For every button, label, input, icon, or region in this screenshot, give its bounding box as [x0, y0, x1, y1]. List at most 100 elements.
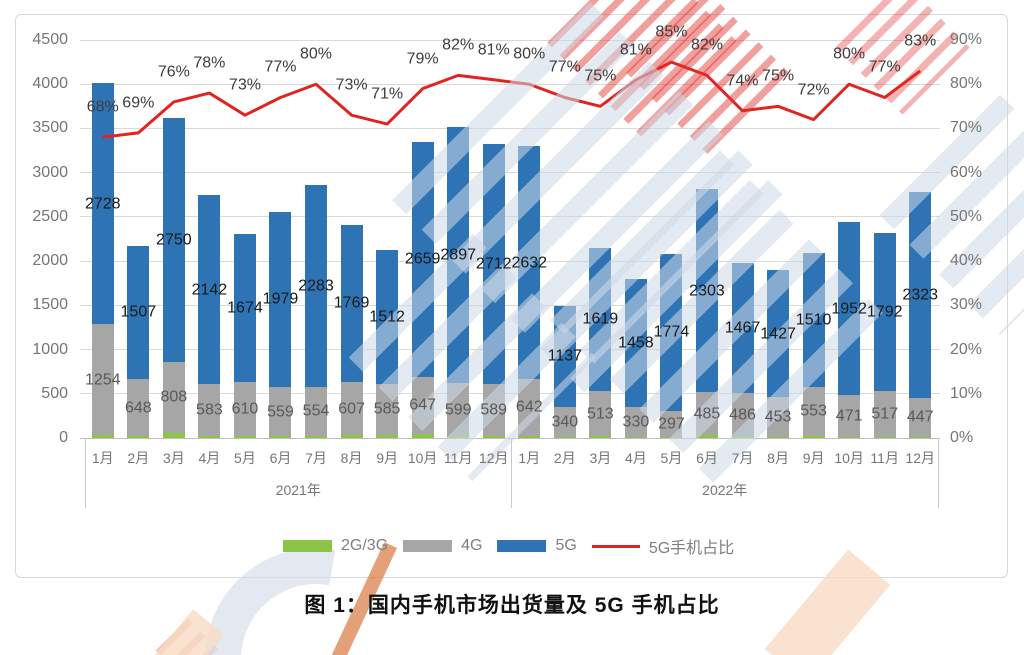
bar-value-label: 808	[160, 388, 188, 406]
bar-value-label: 642	[515, 398, 543, 416]
bar-segment-2g-3g	[198, 435, 221, 438]
bar-segment-2g-3g	[482, 435, 505, 438]
percent-label: 80%	[513, 45, 546, 63]
bar-segment-4g	[269, 386, 292, 437]
percent-label: 76%	[157, 63, 190, 81]
legend-label: 4G	[461, 537, 483, 554]
bar-value-label: 1137	[547, 347, 583, 365]
figure-caption: 图 1：国内手机市场出货量及 5G 手机占比	[304, 594, 720, 617]
bar-value-label: 2897	[440, 246, 476, 264]
bar-value-label: 554	[302, 402, 330, 420]
y-axis-label-right: 10%	[950, 384, 983, 402]
bar-value-label: 453	[764, 408, 792, 426]
percent-label: 80%	[300, 45, 333, 63]
y-axis-label-right: 80%	[950, 75, 983, 93]
percent-label: 85%	[655, 23, 688, 41]
bar-value-label: 607	[338, 400, 365, 417]
bar-value-label: 610	[231, 400, 259, 418]
bar-value-label: 517	[871, 405, 899, 423]
bar-value-label: 2303	[689, 282, 725, 300]
y-axis-label-right: 40%	[950, 252, 983, 270]
bar-segment-2g-3g	[91, 435, 114, 438]
x-axis-month-label: 12月	[905, 450, 935, 466]
y-axis-label-left: 1000	[32, 340, 68, 358]
legend-label: 2G/3G	[341, 537, 389, 554]
x-axis-month-label: 1月	[91, 450, 114, 466]
y-axis-label-left: 1500	[32, 296, 68, 314]
bar-value-label: 1769	[333, 294, 370, 312]
y-axis-label-left: 2000	[32, 252, 68, 270]
y-axis-label-left: 500	[41, 384, 68, 402]
percent-label: 73%	[228, 76, 261, 94]
bar-segment-2g-3g	[553, 436, 576, 438]
bar-value-label: 2632	[511, 254, 548, 272]
y-axis-label-right: 0%	[950, 429, 974, 446]
percent-label: 81%	[477, 41, 510, 59]
bar-value-label: 1458	[618, 334, 654, 352]
bar-value-label: 553	[800, 402, 827, 420]
bar-value-label: 1427	[760, 325, 796, 342]
bar-segment-2g-3g	[624, 436, 647, 438]
y-axis-label-left: 4500	[32, 31, 68, 48]
x-axis-month-label: 6月	[269, 450, 292, 466]
bar-value-label: 471	[835, 407, 863, 425]
percent-label: 68%	[86, 98, 119, 116]
x-axis-month-label: 5月	[234, 450, 256, 466]
y-axis-label-left: 0	[59, 429, 68, 446]
bar-segment-5g	[269, 211, 292, 387]
bar-segment-4g	[91, 324, 114, 436]
x-axis-month-label: 2月	[127, 450, 150, 466]
y-axis-label-left: 3500	[32, 119, 68, 137]
bar-value-label: 1979	[262, 290, 299, 308]
bar-value-label: 599	[444, 401, 472, 419]
bar-value-label: 2283	[298, 277, 334, 295]
bar-segment-2g-3g	[767, 436, 790, 438]
bar-segment-5g	[91, 83, 114, 325]
percent-label: 82%	[690, 36, 723, 54]
bar-segment-2g-3g	[802, 435, 825, 438]
legend-swatch-2g-3g	[283, 540, 332, 552]
bar-segment-2g-3g	[127, 436, 150, 438]
bar-value-label: 1254	[84, 371, 121, 389]
bar-value-label: 340	[551, 413, 579, 431]
watermark-red-hatch-4	[155, 618, 220, 655]
bar-segment-5g	[198, 194, 221, 385]
bar-segment-5g	[233, 234, 256, 383]
percent-label: 74%	[726, 72, 759, 90]
bar-value-label: 330	[622, 413, 650, 431]
percent-label: 77%	[548, 58, 581, 76]
legend-swatch-5g-	[591, 544, 640, 548]
bar-segment-2g-3g	[447, 436, 470, 438]
bar-segment-2g-3g	[838, 436, 861, 438]
bar-segment-2g-3g	[909, 437, 932, 438]
percent-label: 83%	[904, 32, 937, 50]
bar-segment-5g	[305, 184, 328, 387]
x-axis-group-separator	[937, 438, 939, 508]
bar-segment-2g-3g	[376, 435, 399, 438]
bar-value-label: 559	[267, 403, 294, 420]
x-axis-year-label: 2022年	[702, 482, 748, 498]
bar-value-label: 1952	[831, 300, 867, 318]
bar-segment-2g-3g	[233, 436, 256, 438]
bar-segment-2g-3g	[269, 436, 292, 438]
bar-segment-4g	[127, 378, 150, 437]
bar-value-label: 1510	[795, 311, 832, 329]
bar-value-label: 1467	[724, 319, 761, 337]
x-axis-month-label: 7月	[305, 450, 327, 466]
y-axis-label-left: 4000	[32, 75, 68, 93]
bar-segment-4g	[909, 397, 932, 438]
bar-value-label: 583	[196, 401, 223, 419]
bar-value-label: 647	[409, 396, 436, 414]
y-axis-label-right: 30%	[950, 296, 983, 314]
percent-label: 77%	[868, 58, 901, 76]
bar-value-label: 1619	[582, 310, 619, 328]
percent-label: 82%	[442, 36, 475, 54]
y-axis-label-right: 90%	[950, 31, 983, 48]
legend-label: 5G	[555, 537, 577, 554]
bar-value-label: 1792	[866, 303, 903, 321]
y-axis-label-right: 50%	[950, 207, 983, 225]
bar-value-label: 297	[658, 415, 685, 433]
percent-label: 69%	[122, 94, 155, 112]
gridline	[80, 127, 940, 129]
percent-label: 79%	[406, 50, 439, 68]
